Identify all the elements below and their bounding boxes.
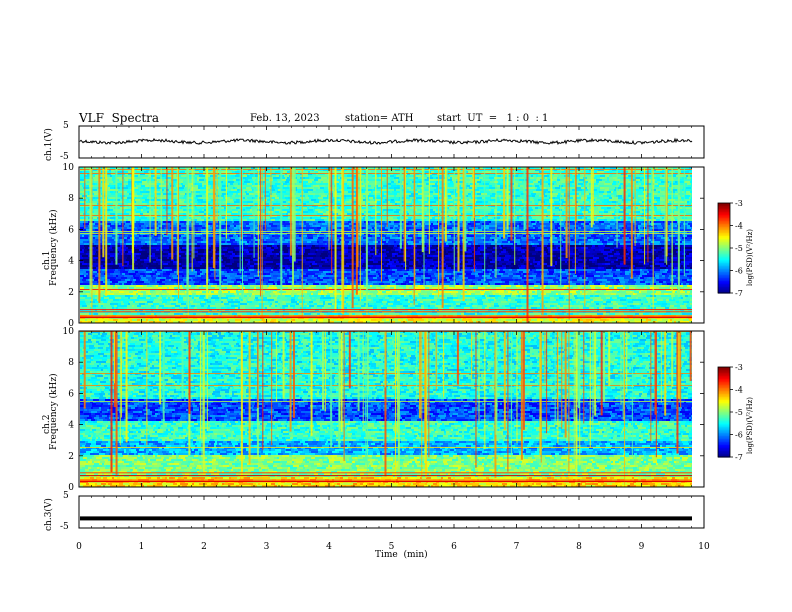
ch1-colorbar-tick: -5 (735, 244, 743, 253)
ch2-colorbar-tick: -3 (735, 363, 743, 372)
x-tick-label: 9 (639, 542, 645, 552)
spec2-frequency-label: Frequency (kHz) (49, 373, 59, 450)
spec1-frequency-label: Frequency (kHz) (49, 209, 59, 286)
ch1-ytick-top: 5 (63, 121, 69, 131)
ch1-ytick-bottom: -5 (60, 152, 69, 162)
ch2-colorbar: -3 -4 -5 -6 -7 (718, 363, 743, 462)
x-axis-label: Time (min) (375, 550, 428, 560)
ch2-ytick-label: 2 (68, 452, 74, 462)
ch2-spectrogram (79, 331, 704, 487)
ch1-axis-label: ch.1(V) (44, 128, 54, 161)
ch1-ytick-label: 10 (63, 163, 75, 173)
ch3-series-line (80, 516, 692, 520)
ch2-colorbar-tick: -6 (735, 431, 743, 440)
ch1-ytick-label: 2 (68, 288, 74, 298)
x-tick-label: 4 (326, 542, 332, 552)
ch2-colorbar-tick: -7 (735, 453, 743, 462)
ch3-axis-label: ch.3(V) (44, 498, 54, 531)
ch2-ytick-label: 10 (63, 327, 75, 337)
x-tick-label: 3 (264, 542, 270, 552)
ch1-colorbar-tick: -6 (735, 267, 743, 276)
ch1-colorbar: -3 -4 -5 -6 -7 (718, 199, 743, 298)
x-tick-label: 1 (139, 542, 145, 552)
ch2-ytick-label: 6 (68, 389, 74, 399)
ch1-ytick-label: 4 (68, 257, 74, 267)
x-tick-label: 0 (76, 542, 82, 552)
ch1-colorbar-tick: -4 (735, 222, 743, 231)
ch3-ytick-top: 5 (63, 491, 69, 501)
ch1-spectrogram (79, 167, 704, 323)
ch2-ytick-label: 8 (68, 358, 74, 368)
colorbar1-label: log(PSD)(V²/Hz) (746, 229, 754, 286)
ch1-series-line (80, 139, 692, 144)
ch1-colorbar-tick: -3 (735, 199, 743, 208)
x-tick-label: 10 (698, 542, 710, 552)
ch1-ytick-label: 6 (68, 225, 74, 235)
ch2-ytick-label: 0 (68, 483, 74, 493)
ch1-colorbar-tick: -7 (735, 289, 743, 298)
ch2-colorbar-tick: -5 (735, 408, 743, 417)
colorbar2-label: log(PSD)(V²/Hz) (746, 397, 754, 454)
ch3-ytick-bottom: -5 (60, 522, 69, 532)
x-tick-label: 6 (451, 542, 457, 552)
ch1-ytick-label: 8 (68, 194, 74, 204)
ch2-ytick-label: 4 (68, 421, 74, 431)
ch2-colorbar-tick: -4 (735, 386, 743, 395)
x-tick-label: 7 (514, 542, 520, 552)
ch3-frame (79, 496, 704, 528)
x-tick-label: 2 (201, 542, 207, 552)
x-tick-label: 8 (576, 542, 582, 552)
